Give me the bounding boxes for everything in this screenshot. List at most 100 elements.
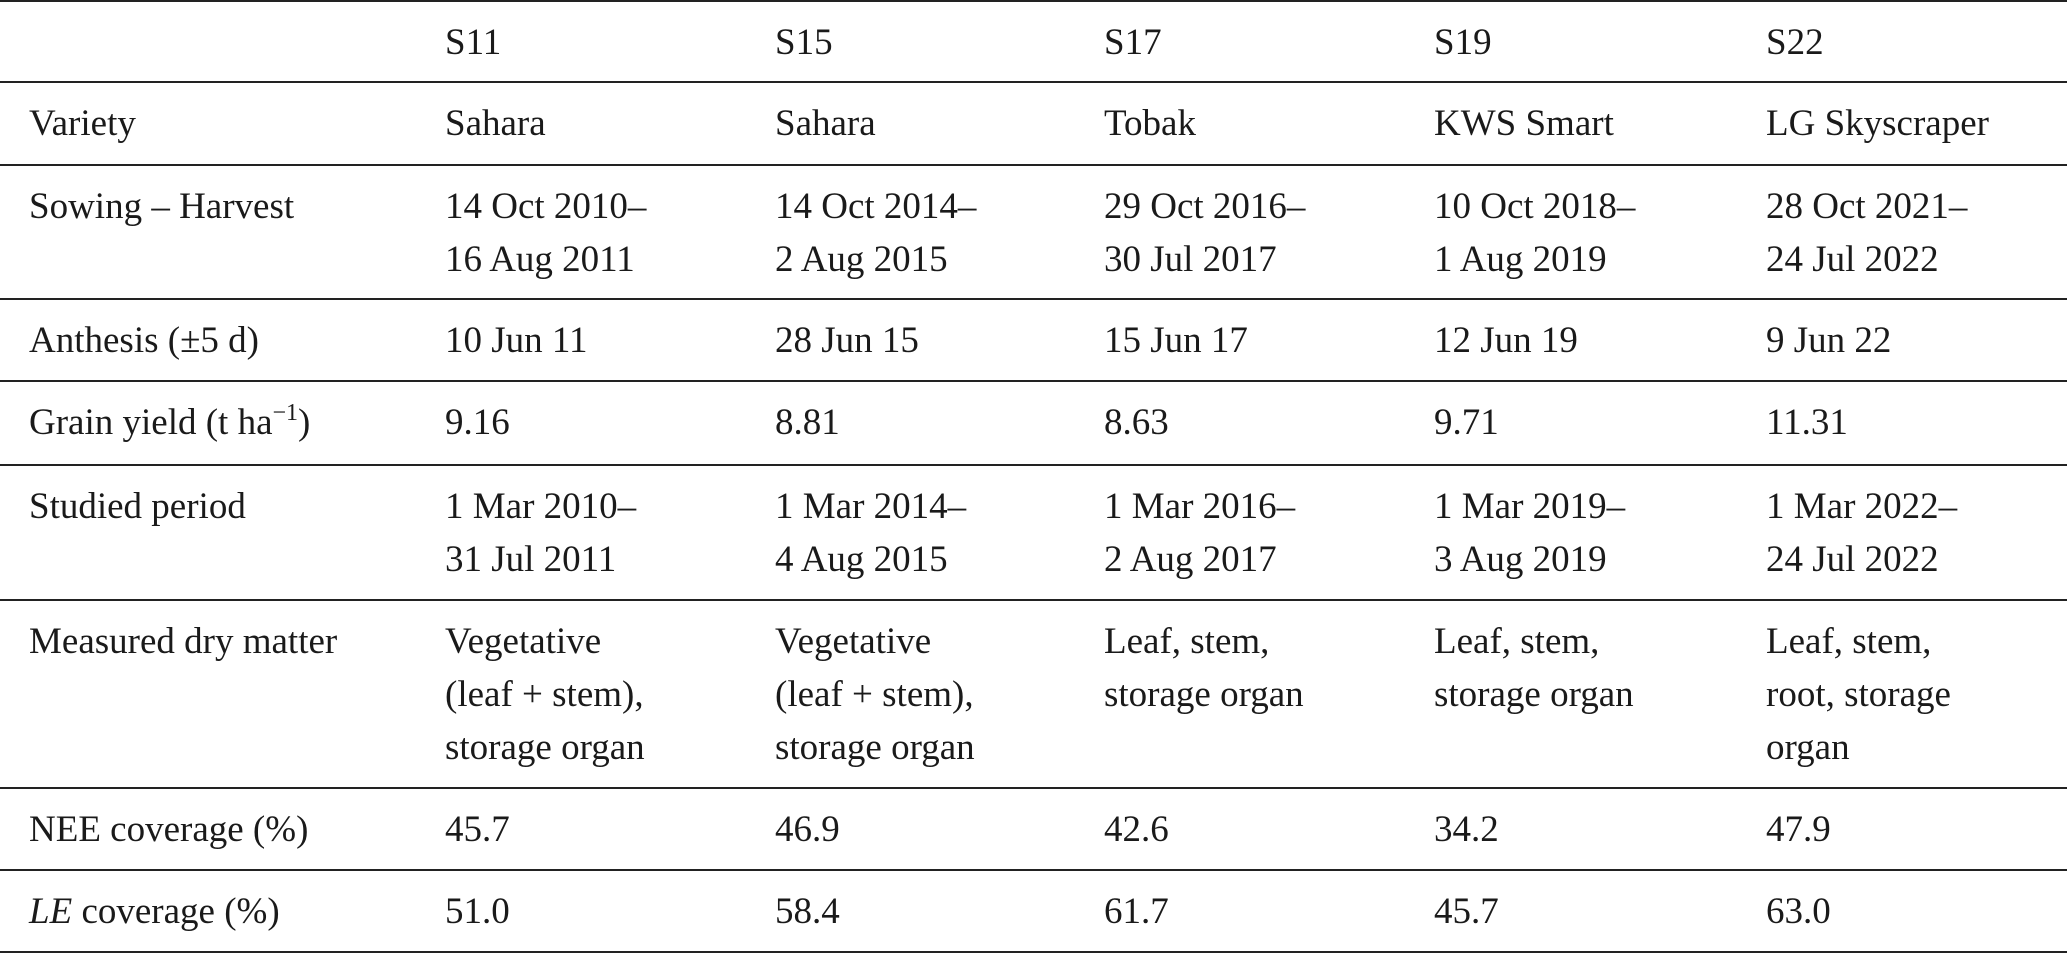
cell-line: 14 Oct 2010– bbox=[445, 186, 647, 227]
cell-line: Leaf, stem, bbox=[1766, 621, 1932, 662]
table-cell: 51.0 bbox=[445, 869, 775, 953]
table-cell: 28 Jun 15 bbox=[775, 298, 1104, 381]
cell-line: 2 Aug 2017 bbox=[1104, 539, 1277, 580]
table-cell: 46.9 bbox=[775, 787, 1104, 870]
table-row: Anthesis (±5 d) 10 Jun 11 28 Jun 15 15 Jun … bbox=[0, 298, 2067, 381]
header-cell: S15 bbox=[775, 0, 1104, 82]
table-cell: 47.9 bbox=[1766, 787, 2067, 870]
label-text: Anthesis (±5 d) bbox=[29, 320, 259, 361]
row-label: Grain yield (t ha−1) bbox=[0, 380, 445, 465]
cell-line: 1 Mar 2010– bbox=[445, 486, 637, 527]
table-cell: 1 Mar 2016– 2 Aug 2017 bbox=[1104, 464, 1434, 600]
label-text: Measured dry matter bbox=[29, 621, 338, 662]
row-label: Variety bbox=[0, 81, 445, 165]
cell-line: 46.9 bbox=[775, 809, 840, 850]
cell-line: (leaf + stem), bbox=[445, 674, 644, 715]
table-cell: Leaf, stem, root, storage organ bbox=[1766, 599, 2067, 788]
cell-line: LG Skyscraper bbox=[1766, 103, 1989, 144]
cell-line: 9.71 bbox=[1434, 402, 1499, 443]
table-cell: 63.0 bbox=[1766, 869, 2067, 953]
table-cell: 14 Oct 2010– 16 Aug 2011 bbox=[445, 164, 775, 299]
label-superscript: −1 bbox=[272, 400, 299, 426]
table-row: NEE coverage (%) 45.7 46.9 42.6 34.2 47.9 bbox=[0, 787, 2067, 870]
cell-line: 28 Oct 2021– bbox=[1766, 186, 1968, 227]
cell-line: 51.0 bbox=[445, 891, 510, 932]
cell-line: 3 Aug 2019 bbox=[1434, 539, 1607, 580]
table-row: Sowing – Harvest 14 Oct 2010– 16 Aug 2011 1… bbox=[0, 164, 2067, 299]
cell-line: 34.2 bbox=[1434, 809, 1499, 850]
header-text: S19 bbox=[1434, 22, 1492, 63]
cell-line: 28 Jun 15 bbox=[775, 320, 919, 361]
table-cell: 45.7 bbox=[1434, 869, 1766, 953]
cell-line: Vegetative bbox=[445, 621, 602, 662]
cell-line: 10 Oct 2018– bbox=[1434, 186, 1636, 227]
row-label: Measured dry matter bbox=[0, 599, 445, 788]
cell-line: 15 Jun 17 bbox=[1104, 320, 1248, 361]
header-text: S17 bbox=[1104, 22, 1162, 63]
cell-line: 14 Oct 2014– bbox=[775, 186, 977, 227]
cell-line: 30 Jul 2017 bbox=[1104, 239, 1277, 280]
row-label: Studied period bbox=[0, 464, 445, 600]
table-cell: 1 Mar 2019– 3 Aug 2019 bbox=[1434, 464, 1766, 600]
header-text: S11 bbox=[445, 22, 502, 63]
cell-line: 42.6 bbox=[1104, 809, 1169, 850]
cell-line: 29 Oct 2016– bbox=[1104, 186, 1306, 227]
cell-line: 2 Aug 2015 bbox=[775, 239, 948, 280]
table-cell: 61.7 bbox=[1104, 869, 1434, 953]
cell-line: 11.31 bbox=[1766, 402, 1848, 443]
cell-line: 4 Aug 2015 bbox=[775, 539, 948, 580]
table-cell: Leaf, stem, storage organ bbox=[1104, 599, 1434, 788]
cell-line: Sahara bbox=[445, 103, 546, 144]
table-cell: Leaf, stem, storage organ bbox=[1434, 599, 1766, 788]
table-cell: 1 Mar 2022– 24 Jul 2022 bbox=[1766, 464, 2067, 600]
header-row: S11 S15 S17 S19 S22 bbox=[0, 0, 2067, 82]
label-text: Variety bbox=[29, 103, 136, 144]
cell-line: 61.7 bbox=[1104, 891, 1169, 932]
table-cell: KWS Smart bbox=[1434, 81, 1766, 165]
table-cell: 29 Oct 2016– 30 Jul 2017 bbox=[1104, 164, 1434, 299]
cell-line: storage organ bbox=[445, 727, 645, 768]
table-cell: Tobak bbox=[1104, 81, 1434, 165]
table-cell: 10 Oct 2018– 1 Aug 2019 bbox=[1434, 164, 1766, 299]
table-cell: LG Skyscraper bbox=[1766, 81, 2067, 165]
header-cell: S17 bbox=[1104, 0, 1434, 82]
cell-line: 12 Jun 19 bbox=[1434, 320, 1578, 361]
table-cell: 9 Jun 22 bbox=[1766, 298, 2067, 381]
cell-line: 8.81 bbox=[775, 402, 840, 443]
label-text: NEE coverage (%) bbox=[29, 809, 309, 850]
table-cell: 8.63 bbox=[1104, 380, 1434, 465]
cell-line: Vegetative bbox=[775, 621, 932, 662]
table-cell: 14 Oct 2014– 2 Aug 2015 bbox=[775, 164, 1104, 299]
cell-line: organ bbox=[1766, 727, 1850, 768]
table-cell: Vegetative (leaf + stem), storage organ bbox=[775, 599, 1104, 788]
label-text: ) bbox=[298, 402, 311, 443]
header-cell: S19 bbox=[1434, 0, 1766, 82]
label-italic: LE bbox=[29, 891, 73, 932]
label-text: Grain yield (t ha bbox=[29, 402, 273, 443]
cell-line: root, storage bbox=[1766, 674, 1951, 715]
cell-line: 63.0 bbox=[1766, 891, 1831, 932]
table-cell: 11.31 bbox=[1766, 380, 2067, 465]
cell-line: storage organ bbox=[775, 727, 975, 768]
cell-line: Leaf, stem, bbox=[1104, 621, 1270, 662]
table-cell: 8.81 bbox=[775, 380, 1104, 465]
table-row: Measured dry matter Vegetative (leaf + ste… bbox=[0, 599, 2067, 788]
table-cell: 45.7 bbox=[445, 787, 775, 870]
cell-line: 9 Jun 22 bbox=[1766, 320, 1892, 361]
table-cell: 10 Jun 11 bbox=[445, 298, 775, 381]
table-cell: 34.2 bbox=[1434, 787, 1766, 870]
cell-line: 1 Mar 2014– bbox=[775, 486, 967, 527]
cell-line: 16 Aug 2011 bbox=[445, 239, 635, 280]
table-cell: 15 Jun 17 bbox=[1104, 298, 1434, 381]
cell-line: 45.7 bbox=[1434, 891, 1499, 932]
cell-line: Tobak bbox=[1104, 103, 1196, 144]
cell-line: 47.9 bbox=[1766, 809, 1831, 850]
table-cell: 12 Jun 19 bbox=[1434, 298, 1766, 381]
cell-line: KWS Smart bbox=[1434, 103, 1614, 144]
cell-line: 24 Jul 2022 bbox=[1766, 239, 1939, 280]
table-cell: Sahara bbox=[775, 81, 1104, 165]
table-cell: 58.4 bbox=[775, 869, 1104, 953]
table-cell: 9.16 bbox=[445, 380, 775, 465]
